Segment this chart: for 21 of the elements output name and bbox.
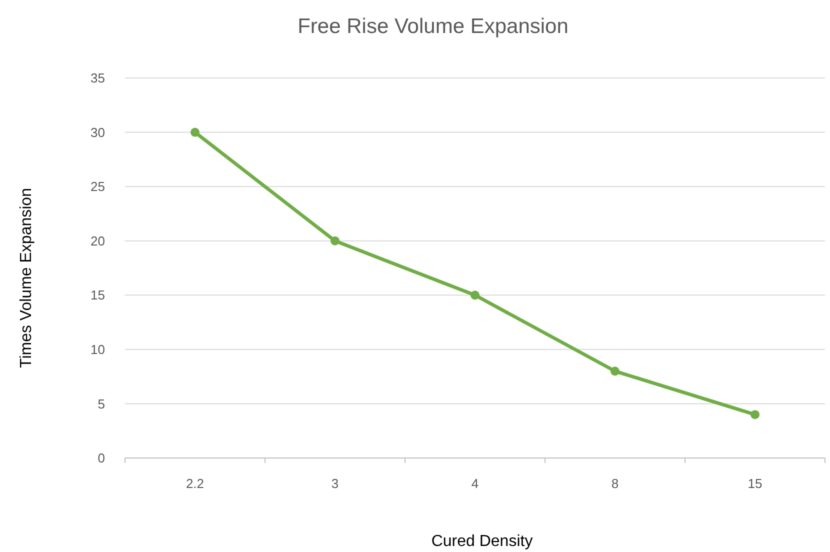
y-tick-label: 10 (90, 342, 105, 357)
point (610, 366, 620, 376)
y-axis-title: Times Volume Expansion (18, 188, 35, 368)
x-tick-label: 15 (748, 476, 762, 491)
x-tick-label: 8 (611, 476, 619, 491)
point (470, 290, 480, 300)
y-tick-label: 20 (90, 233, 105, 248)
x-tick-label: 3 (331, 476, 339, 491)
point (330, 236, 340, 246)
y-tick-label: 35 (90, 70, 105, 86)
y-tick-label: 15 (90, 288, 105, 303)
point (190, 128, 200, 137)
y-tick-label: 0 (98, 450, 105, 466)
x-tick-label: 4 (471, 476, 479, 491)
chart-title: Free Rise Volume Expansion (298, 15, 568, 38)
x-axis-title: Cured Density (431, 533, 533, 550)
y-tick-label: 5 (98, 396, 105, 412)
x-tick-label: 2.2 (186, 476, 204, 491)
y-tick-label: 30 (90, 124, 105, 140)
y-tick-label: 25 (90, 179, 105, 194)
point (750, 410, 760, 420)
